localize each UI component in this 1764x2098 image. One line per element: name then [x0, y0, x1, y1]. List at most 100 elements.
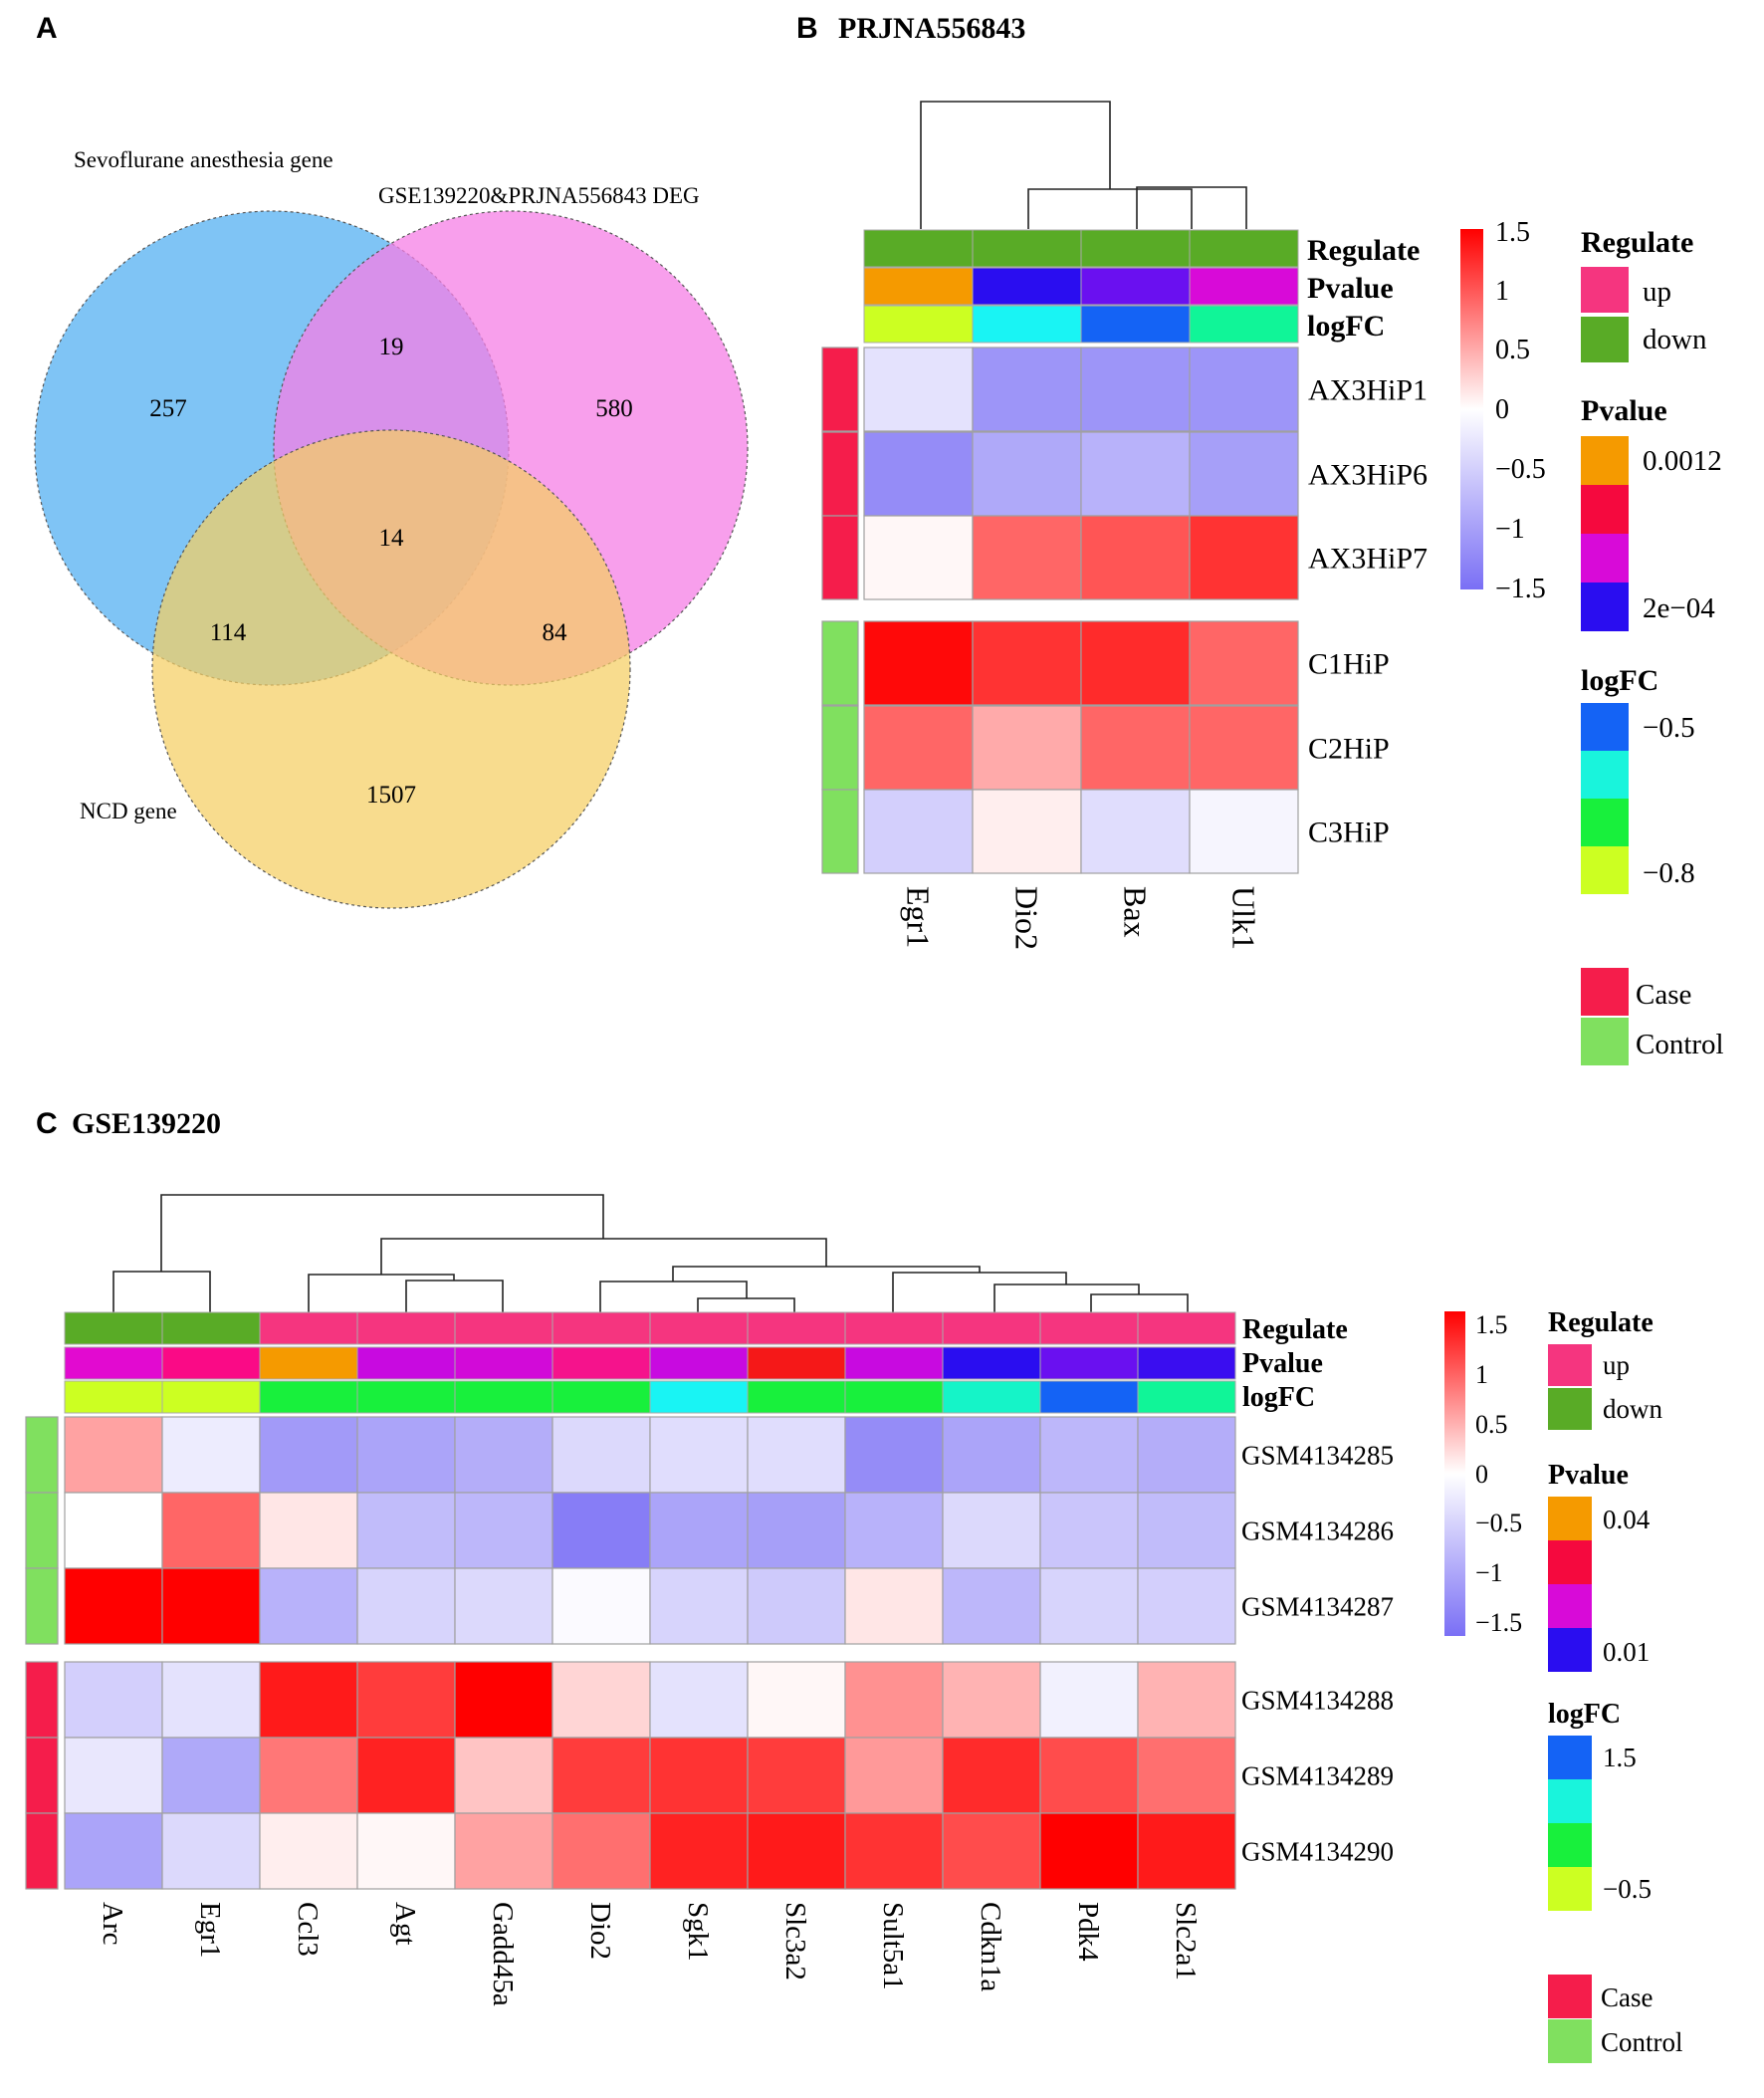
scale-tick-c-6: −1 [1475, 1558, 1503, 1587]
c-cell-GSM4134287-Ccl3 [259, 1567, 358, 1645]
b-group-bar-C1HiP [821, 620, 859, 706]
annotation-label-pvalue-c: Pvalue [1242, 1348, 1323, 1379]
c-column-label-Pdk4: Pdk4 [1072, 1902, 1104, 1962]
b-cell-AX3HiP1-Ulk1 [1189, 347, 1299, 432]
c-cell-GSM4134285-Slc2a1 [1137, 1416, 1236, 1494]
b-annotation-pvalue-Dio2 [972, 267, 1082, 306]
b-group-bar-C3HiP [821, 789, 859, 874]
legend-c-down-swatch [1548, 1388, 1592, 1430]
legend-b-logfc-swatch-4 [1581, 846, 1629, 894]
c-cell-GSM4134288-Slc3a2 [747, 1661, 846, 1739]
c-cell-GSM4134286-Pdk4 [1039, 1492, 1139, 1569]
scale-tick-b-7: −1.5 [1495, 574, 1546, 604]
b-column-label-Dio2: Dio2 [1008, 886, 1044, 950]
b-column-label-Egr1: Egr1 [900, 886, 936, 948]
c-cell-GSM4134289-Slc3a2 [747, 1737, 846, 1814]
c-cell-GSM4134288-Slc2a1 [1137, 1661, 1236, 1739]
c-cell-GSM4134286-Gadd45a [454, 1492, 553, 1569]
panel-b-letter: B [796, 12, 818, 45]
c-cell-GSM4134287-Cdkn1a [942, 1567, 1041, 1645]
heatmap-c: GSM4134285 GSM4134286 GSM4134287 GSM4134288… [25, 1311, 1394, 2006]
scale-tick-c-7: −1.5 [1475, 1608, 1522, 1637]
b-annotation-pvalue-Egr1 [863, 267, 974, 306]
c-cell-GSM4134287-Sult5a1 [844, 1567, 944, 1645]
c-annotation-pvalue-Sult5a1 [844, 1346, 944, 1380]
b-annotation-pvalue-Bax [1080, 267, 1191, 306]
c-cell-GSM4134288-Cdkn1a [942, 1661, 1041, 1739]
c-annotation-regulate-Arc [64, 1311, 163, 1345]
legend-c-control-swatch [1548, 2019, 1592, 2063]
legend-b-pvalue-low: 2e−04 [1643, 592, 1715, 624]
c-annotation-pvalue-Slc2a1 [1137, 1346, 1236, 1380]
c-annotation-regulate-Pdk4 [1039, 1311, 1139, 1345]
c-cell-GSM4134289-Pdk4 [1039, 1737, 1139, 1814]
legend-c-up-swatch [1548, 1344, 1592, 1386]
c-column-label-Slc2a1: Slc2a1 [1170, 1902, 1202, 1981]
c-annotation-regulate-Ccl3 [259, 1311, 358, 1345]
c-column-label-Dio2: Dio2 [584, 1902, 616, 1960]
c-cell-GSM4134290-Agt [356, 1812, 456, 1890]
legend-b-logfc-high: −0.5 [1643, 712, 1695, 744]
c-group-bar-GSM4134286 [25, 1492, 59, 1569]
panel-a: A Sevoflurane anesthesia gene GSE139220&… [34, 12, 749, 909]
legend-b-pvalue-swatch-3 [1581, 534, 1629, 583]
c-cell-GSM4134285-Sgk1 [649, 1416, 749, 1494]
c-column-label-Gadd45a: Gadd45a [487, 1902, 519, 2006]
c-annotation-logfc-Slc2a1 [1137, 1380, 1236, 1414]
legend-b-pvalue-swatch-4 [1581, 583, 1629, 631]
c-row-label-GSM4134287: GSM4134287 [1241, 1591, 1394, 1621]
c-column-label-Sult5a1: Sult5a1 [877, 1902, 909, 1990]
c-annotation-pvalue-Pdk4 [1039, 1346, 1139, 1380]
c-cell-GSM4134285-Dio2 [551, 1416, 651, 1494]
legend-c-regulate-title: Regulate [1548, 1307, 1654, 1338]
annotation-label-logfc: logFC [1307, 310, 1385, 343]
c-cell-GSM4134285-Slc3a2 [747, 1416, 846, 1494]
legend-b-logfc-title: logFC [1581, 664, 1658, 697]
c-cell-GSM4134289-Cdkn1a [942, 1737, 1041, 1814]
b-row-label-AX3HiP1: AX3HiP1 [1308, 374, 1428, 407]
panel-b: B PRJNA556843 AX3HiP1 AX3HiP6 AX3HiP7 C1HiP… [796, 12, 1724, 1065]
b-column-label-Ulk1: Ulk1 [1225, 886, 1261, 950]
legend-b-logfc-swatch-2 [1581, 751, 1629, 799]
venn-count-sevo-only: 257 [149, 395, 187, 422]
c-cell-GSM4134290-Arc [64, 1812, 163, 1890]
c-annotation-logfc-Agt [356, 1380, 456, 1414]
annotation-label-logfc-c: logFC [1242, 1382, 1315, 1413]
c-annotation-pvalue-Cdkn1a [942, 1346, 1041, 1380]
c-annotation-logfc-Dio2 [551, 1380, 651, 1414]
legend-c-pvalue-title: Pvalue [1548, 1460, 1629, 1491]
c-cell-GSM4134289-Egr1 [161, 1737, 261, 1814]
c-cell-GSM4134287-Agt [356, 1567, 456, 1645]
b-cell-C2HiP-Dio2 [972, 705, 1082, 791]
c-cell-GSM4134285-Pdk4 [1039, 1416, 1139, 1494]
c-cell-GSM4134286-Arc [64, 1492, 163, 1569]
c-cell-GSM4134288-Agt [356, 1661, 456, 1739]
color-scale-bar-b [1460, 229, 1483, 589]
c-annotation-logfc-Arc [64, 1380, 163, 1414]
legend-b: Regulate up down Pvalue 0.0012 2e−04 log… [1581, 226, 1724, 1065]
c-annotation-regulate-Slc2a1 [1137, 1311, 1236, 1345]
b-cell-AX3HiP1-Dio2 [972, 347, 1082, 432]
c-cell-GSM4134290-Slc3a2 [747, 1812, 846, 1890]
venn-count-sevo-ncd: 114 [210, 619, 247, 646]
c-cell-GSM4134286-Egr1 [161, 1492, 261, 1569]
c-cell-GSM4134286-Sgk1 [649, 1492, 749, 1569]
panel-c: C GSE139220 GSM4134285GSM4134286GSM41342… [25, 1107, 1683, 2063]
c-cell-GSM4134290-Sgk1 [649, 1812, 749, 1890]
c-annotation-logfc-Sult5a1 [844, 1380, 944, 1414]
c-cell-GSM4134289-Agt [356, 1737, 456, 1814]
legend-c-logfc-swatch-4 [1548, 1867, 1592, 1911]
legend-c-case-label: Case [1601, 1982, 1654, 2012]
c-annotation-pvalue-Agt [356, 1346, 456, 1380]
scale-tick-b-1: 1.5 [1495, 217, 1530, 248]
color-scale-bar-c [1444, 1311, 1465, 1636]
c-row-label-GSM4134288: GSM4134288 [1241, 1685, 1394, 1715]
c-cell-GSM4134285-Sult5a1 [844, 1416, 944, 1494]
c-annotation-regulate-Cdkn1a [942, 1311, 1041, 1345]
c-cell-GSM4134288-Egr1 [161, 1661, 261, 1739]
legend-c-pvalue-swatch-3 [1548, 1584, 1592, 1628]
annotation-label-regulate-c: Regulate [1242, 1314, 1348, 1345]
legend-c-logfc-high: 1.5 [1603, 1743, 1637, 1772]
b-annotation-logfc-Ulk1 [1189, 305, 1299, 344]
